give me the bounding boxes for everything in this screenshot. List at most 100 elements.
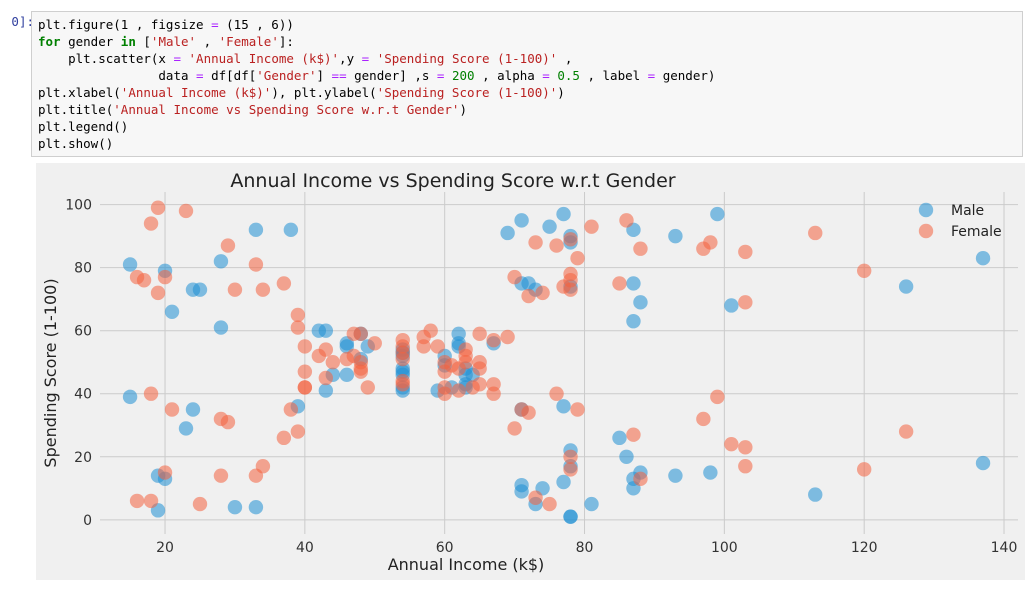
data-point (486, 386, 501, 401)
data-point (898, 424, 914, 439)
code-editor[interactable]: plt.figure(1 , figsize = (15 , 6)) for g… (38, 16, 715, 152)
data-point (220, 238, 236, 253)
data-point (563, 449, 578, 464)
code-token: 'Spending Score (1-100)' (376, 85, 558, 100)
data-point (290, 320, 306, 335)
data-point (297, 380, 313, 395)
data-point (297, 364, 313, 379)
code-token: for (38, 34, 61, 49)
code-token: ,y (339, 51, 362, 66)
cell-prompt: 0]: (11, 14, 34, 29)
data-point (395, 345, 410, 360)
data-point (710, 389, 725, 405)
data-point (367, 336, 382, 351)
data-point (514, 213, 529, 228)
data-point (318, 370, 334, 386)
code-token: = (542, 68, 550, 83)
data-point (122, 257, 138, 272)
x-tick-label: 120 (851, 540, 878, 556)
code-token: plt.figure(1 , figsize (38, 17, 212, 32)
data-point (563, 509, 578, 524)
data-point (360, 380, 375, 395)
code-token: = (196, 68, 204, 83)
data-point (129, 493, 145, 509)
code-token: plt.xlabel( (38, 85, 121, 100)
code-token: ) (557, 85, 565, 100)
data-point (528, 490, 543, 505)
data-point (276, 276, 292, 291)
x-tick-label: 100 (711, 540, 738, 556)
code-token: (15 , 6)) (218, 17, 294, 32)
code-line: plt.show() (38, 136, 113, 151)
data-point (633, 295, 648, 310)
scatter-chart: 20 40 60 80 100 120 140 0 20 40 60 80 100 Annual Inc… (36, 163, 1025, 580)
code-token: plt.scatter(x (38, 51, 174, 66)
y-tick-label: 80 (74, 261, 92, 277)
data-point (353, 355, 368, 370)
data-point (430, 339, 445, 354)
data-point (472, 361, 487, 376)
data-point (472, 377, 487, 392)
x-tick-label: 20 (156, 540, 174, 556)
data-point (227, 282, 243, 297)
data-point (143, 216, 159, 231)
code-token: 'Gender' (256, 68, 317, 83)
data-point (556, 206, 571, 222)
data-point (563, 232, 578, 247)
code-token: = (647, 68, 656, 83)
data-point (514, 484, 529, 499)
data-point (143, 493, 159, 509)
code-token: , label (579, 68, 648, 83)
data-point (626, 427, 641, 442)
code-token: ), plt.ylabel( (271, 85, 377, 100)
data-point (136, 273, 152, 288)
data-point (192, 496, 208, 512)
data-point (556, 474, 571, 490)
code-line: data = df[df['Gender'] == gender] ,s = 2… (38, 68, 715, 83)
y-tick-label: 20 (74, 450, 92, 466)
y-tick-label: 0 (83, 513, 92, 529)
code-token: = (173, 51, 181, 66)
data-point (248, 222, 264, 238)
tick-labels: 20 40 60 80 100 120 140 0 20 40 60 80 100 (65, 198, 1017, 556)
data-point (710, 206, 725, 222)
code-token: 'Male' (150, 34, 197, 49)
data-point (283, 402, 299, 417)
data-point (297, 339, 313, 354)
data-point (213, 254, 229, 269)
code-token: ] (316, 68, 332, 83)
code-token: 'Annual Income vs Spending Score w.r.t G… (113, 102, 460, 117)
code-token: , (196, 34, 219, 49)
code-token (369, 51, 377, 66)
data-point (738, 295, 753, 310)
data-point (856, 263, 872, 279)
data-point (325, 355, 341, 370)
legend-marker (918, 202, 934, 218)
x-tick-label: 140 (991, 540, 1018, 556)
data-point (856, 462, 872, 477)
code-token (444, 68, 452, 83)
code-token: ]: (278, 34, 294, 49)
data-point (220, 414, 236, 430)
code-cell[interactable]: plt.figure(1 , figsize = (15 , 6)) for g… (31, 11, 1023, 157)
data-point (213, 468, 229, 483)
data-point (738, 459, 753, 474)
code-token: gender (60, 34, 121, 49)
code-token: 0.5 (557, 68, 580, 83)
data-point (507, 269, 522, 285)
data-point (192, 282, 208, 297)
data-point (353, 326, 368, 342)
data-point (898, 279, 914, 294)
x-tick-label: 40 (296, 540, 314, 556)
code-token (181, 51, 189, 66)
code-line: for gender in ['Male' , 'Female']: (38, 34, 294, 49)
code-token: = (436, 68, 445, 83)
data-point (633, 471, 648, 487)
legend-label: Female (951, 224, 1002, 240)
data-point (451, 383, 466, 398)
data-point (157, 269, 173, 285)
y-axis-label: Spending Score (1-100) (41, 278, 60, 467)
data-point (738, 440, 753, 455)
data-point (808, 225, 823, 241)
data-point (626, 314, 641, 329)
